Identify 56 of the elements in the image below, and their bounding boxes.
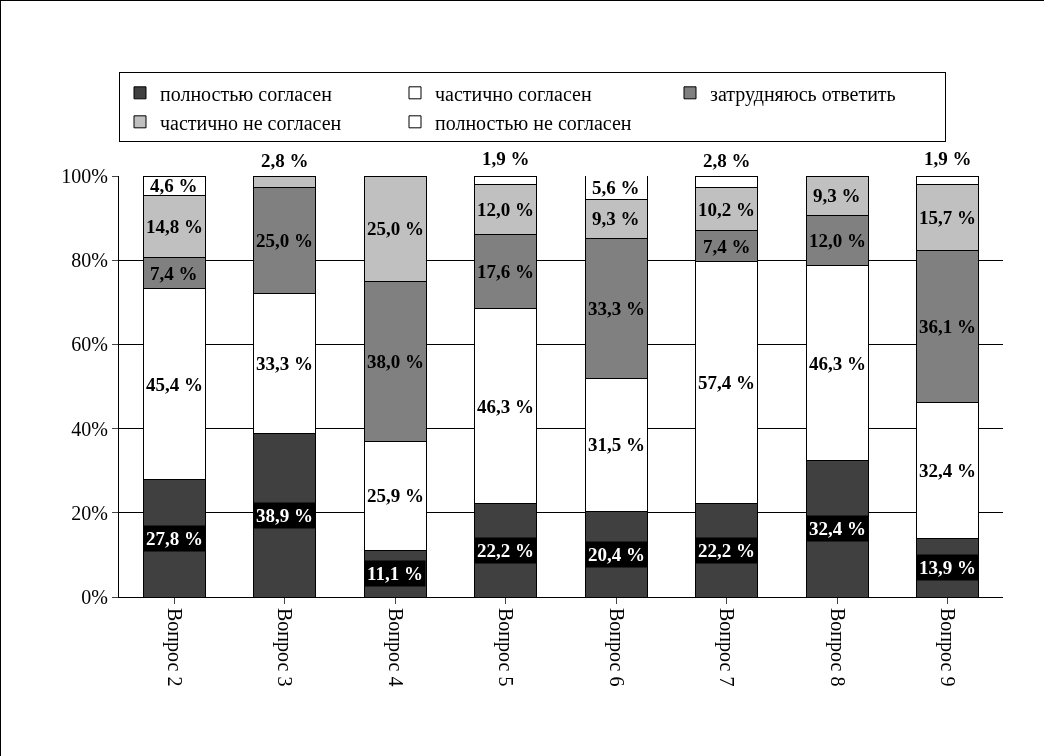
x-tick-label: Вопрос 2: [162, 608, 186, 687]
data-label: 13,9 %: [919, 557, 976, 578]
data-label: 15,7 %: [919, 207, 976, 228]
data-label: 5,6 %: [592, 177, 640, 198]
legend-label: частично не согласен: [160, 111, 342, 134]
legend-label: полностью не согласен: [435, 111, 632, 134]
data-label: 38,0 %: [367, 351, 424, 372]
data-label: 2,8 %: [703, 150, 751, 171]
legend-label: затрудняюсь ответить: [710, 82, 896, 106]
data-label: 1,9 %: [482, 148, 530, 169]
data-label: 32,4 %: [919, 460, 976, 481]
data-label: 9,3 %: [813, 185, 861, 206]
data-label: 46,3 %: [477, 396, 534, 417]
y-tick-label: 0%: [81, 586, 108, 608]
y-tick-label: 80%: [71, 249, 108, 272]
data-label: 12,0 %: [809, 230, 866, 251]
data-label: 17,6 %: [477, 261, 534, 282]
y-tick-label: 60%: [71, 333, 108, 356]
legend-label: частично согласен: [435, 82, 592, 105]
data-label: 22,2 %: [698, 540, 755, 561]
data-label: 32,4 %: [809, 518, 866, 539]
data-label: 25,0 %: [367, 218, 424, 239]
data-label: 12,0 %: [477, 199, 534, 220]
data-label: 4,6 %: [150, 175, 198, 196]
x-tick-label: Вопрос 6: [604, 608, 628, 687]
data-label: 38,9 %: [256, 505, 313, 526]
x-tick-label: Вопрос 8: [825, 608, 849, 687]
data-label: 33,3 %: [256, 353, 313, 374]
data-label: 22,2 %: [477, 540, 534, 561]
y-tick-label: 100%: [61, 165, 108, 187]
data-label: 45,4 %: [146, 374, 203, 395]
data-label: 31,5 %: [588, 434, 645, 455]
data-label: 10,2 %: [698, 199, 755, 220]
data-label: 14,8 %: [146, 216, 203, 237]
data-label: 46,3 %: [809, 353, 866, 374]
data-label: 33,3 %: [588, 298, 645, 319]
data-label: 27,8 %: [146, 528, 203, 549]
data-label: 9,3 %: [592, 208, 640, 229]
data-label: 2,8 %: [261, 150, 309, 171]
data-label: 11,1 %: [367, 563, 423, 584]
data-label: 20,4 %: [588, 544, 645, 565]
x-tick-label: Вопрос 9: [936, 608, 960, 687]
legend-label: полностью согласен: [160, 82, 333, 105]
data-label: 1,9 %: [924, 148, 972, 169]
data-label: 57,4 %: [698, 372, 755, 393]
x-tick-label: Вопрос 7: [715, 608, 739, 687]
data-label: 7,4 %: [150, 263, 198, 284]
data-label: 25,0 %: [256, 230, 313, 251]
data-label: 7,4 %: [703, 236, 751, 257]
x-tick-label: Вопрос 4: [383, 608, 407, 687]
x-tick-label: Вопрос 5: [494, 608, 518, 687]
data-label: 25,9 %: [367, 485, 424, 506]
x-tick-label: Вопрос 3: [273, 608, 297, 687]
y-tick-label: 20%: [71, 501, 108, 524]
y-tick-label: 40%: [71, 417, 108, 440]
data-label: 36,1 %: [919, 316, 976, 337]
